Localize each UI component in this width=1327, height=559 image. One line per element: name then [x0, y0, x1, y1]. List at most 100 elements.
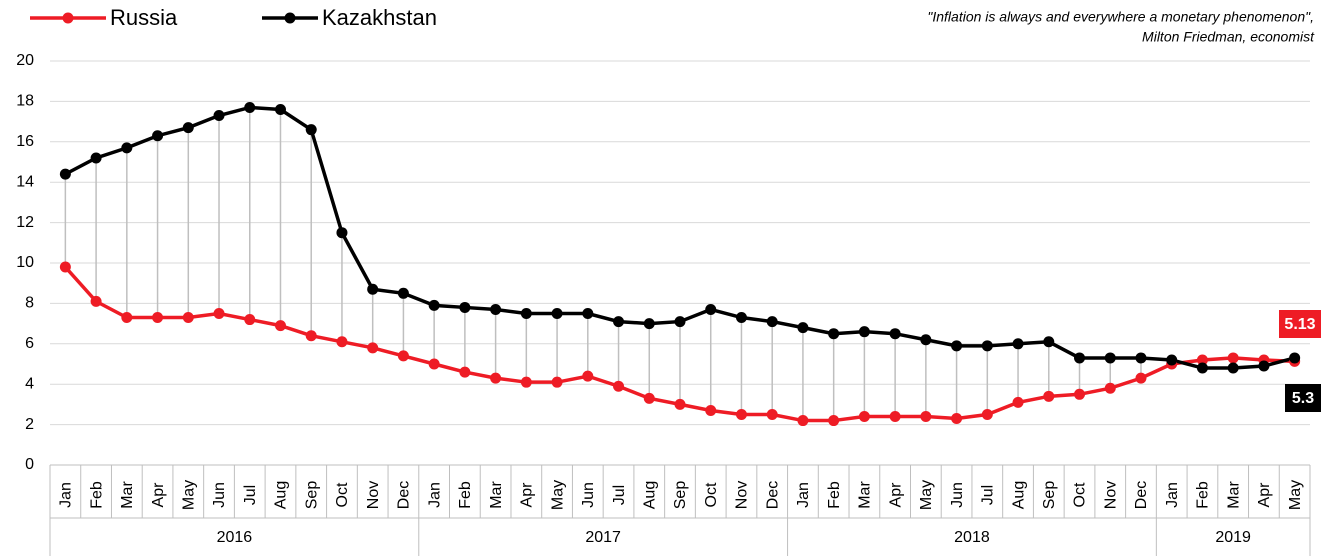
point [582, 370, 594, 382]
point [1196, 362, 1208, 374]
x-tick-label: Sep [1041, 481, 1058, 510]
point [551, 376, 563, 388]
x-tick-label: Dec [764, 481, 781, 509]
x-tick-label: Nov [1102, 481, 1119, 509]
x-tick-label: Jul [611, 485, 628, 505]
point [1074, 352, 1086, 364]
value-label: 5.13 [1284, 316, 1315, 333]
x-tick-label: Apr [887, 482, 904, 508]
point [797, 415, 809, 427]
x-tick-label: Jun [211, 482, 228, 508]
legend-label: Kazakhstan [322, 5, 437, 30]
point [305, 330, 317, 342]
y-tick-label: 2 [25, 416, 34, 433]
point [274, 103, 286, 115]
point [397, 287, 409, 299]
x-tick-label: Aug [273, 481, 290, 509]
value-label-box [1279, 310, 1321, 338]
point [1104, 382, 1116, 394]
point [367, 283, 379, 295]
point [305, 124, 317, 136]
point [951, 413, 963, 425]
point [121, 142, 133, 154]
y-tick-label: 14 [16, 173, 34, 190]
x-tick-label: Mar [119, 481, 136, 509]
point [920, 411, 932, 423]
point [1227, 362, 1239, 374]
y-tick-label: 10 [16, 254, 34, 271]
x-tick-label: Jan [1164, 482, 1181, 508]
x-tick-label: Jun [580, 482, 597, 508]
point [428, 299, 440, 311]
point [520, 376, 532, 388]
x-tick-label: Sep [303, 481, 320, 510]
x-tick-label: Aug [1010, 481, 1027, 509]
point [244, 101, 256, 113]
point [858, 326, 870, 338]
point [274, 320, 286, 332]
point [90, 295, 102, 307]
y-tick-label: 6 [25, 335, 34, 352]
point [336, 336, 348, 348]
point [674, 398, 686, 410]
point [244, 314, 256, 326]
point [735, 312, 747, 324]
point [1166, 354, 1178, 366]
point [459, 366, 471, 378]
value-label: 5.3 [1292, 390, 1314, 407]
x-tick-label: May [1287, 480, 1304, 510]
point [1012, 396, 1024, 408]
point [582, 308, 594, 319]
point [797, 322, 809, 334]
point [336, 227, 348, 239]
point [1289, 352, 1301, 364]
y-tick-label: 12 [16, 214, 34, 231]
x-tick-label: Jul [242, 485, 259, 505]
x-tick-label: Dec [396, 481, 413, 509]
point [213, 110, 225, 122]
point [1012, 338, 1024, 350]
point [643, 392, 655, 404]
point [828, 415, 840, 427]
point [490, 303, 502, 315]
x-tick-label: Jan [58, 482, 75, 508]
point [90, 152, 102, 164]
x-tick-label: Apr [1256, 482, 1273, 508]
x-tick-label: Oct [334, 482, 351, 507]
point [643, 318, 655, 330]
point [1258, 360, 1270, 372]
x-tick-label: Aug [641, 481, 658, 509]
x-tick-label: Jun [949, 482, 966, 508]
point [705, 404, 717, 416]
x-tick-label: Nov [734, 481, 751, 509]
point [152, 130, 164, 142]
legend-marker [62, 12, 74, 24]
year-label: 2017 [585, 529, 621, 546]
point [1104, 352, 1116, 364]
y-tick-label: 18 [16, 93, 34, 110]
value-label-box [1285, 384, 1321, 412]
x-tick-label: Nov [365, 481, 382, 509]
x-tick-label: Sep [672, 481, 689, 510]
point [828, 328, 840, 340]
point [1135, 372, 1147, 384]
point [213, 308, 225, 319]
x-tick-label: May [549, 480, 566, 510]
point [705, 303, 717, 315]
point [766, 409, 778, 420]
point [367, 342, 379, 354]
point [1043, 390, 1055, 402]
point [428, 358, 440, 370]
annotation: Milton Friedman, economist [1142, 29, 1315, 45]
point [613, 380, 625, 392]
point [490, 372, 502, 384]
point [1227, 352, 1239, 364]
x-tick-label: Jan [426, 482, 443, 508]
point [920, 334, 932, 346]
x-tick-label: May [181, 480, 198, 510]
x-tick-label: Feb [826, 481, 843, 509]
x-tick-label: Jan [795, 482, 812, 508]
x-tick-label: May [918, 480, 935, 510]
point [613, 316, 625, 328]
